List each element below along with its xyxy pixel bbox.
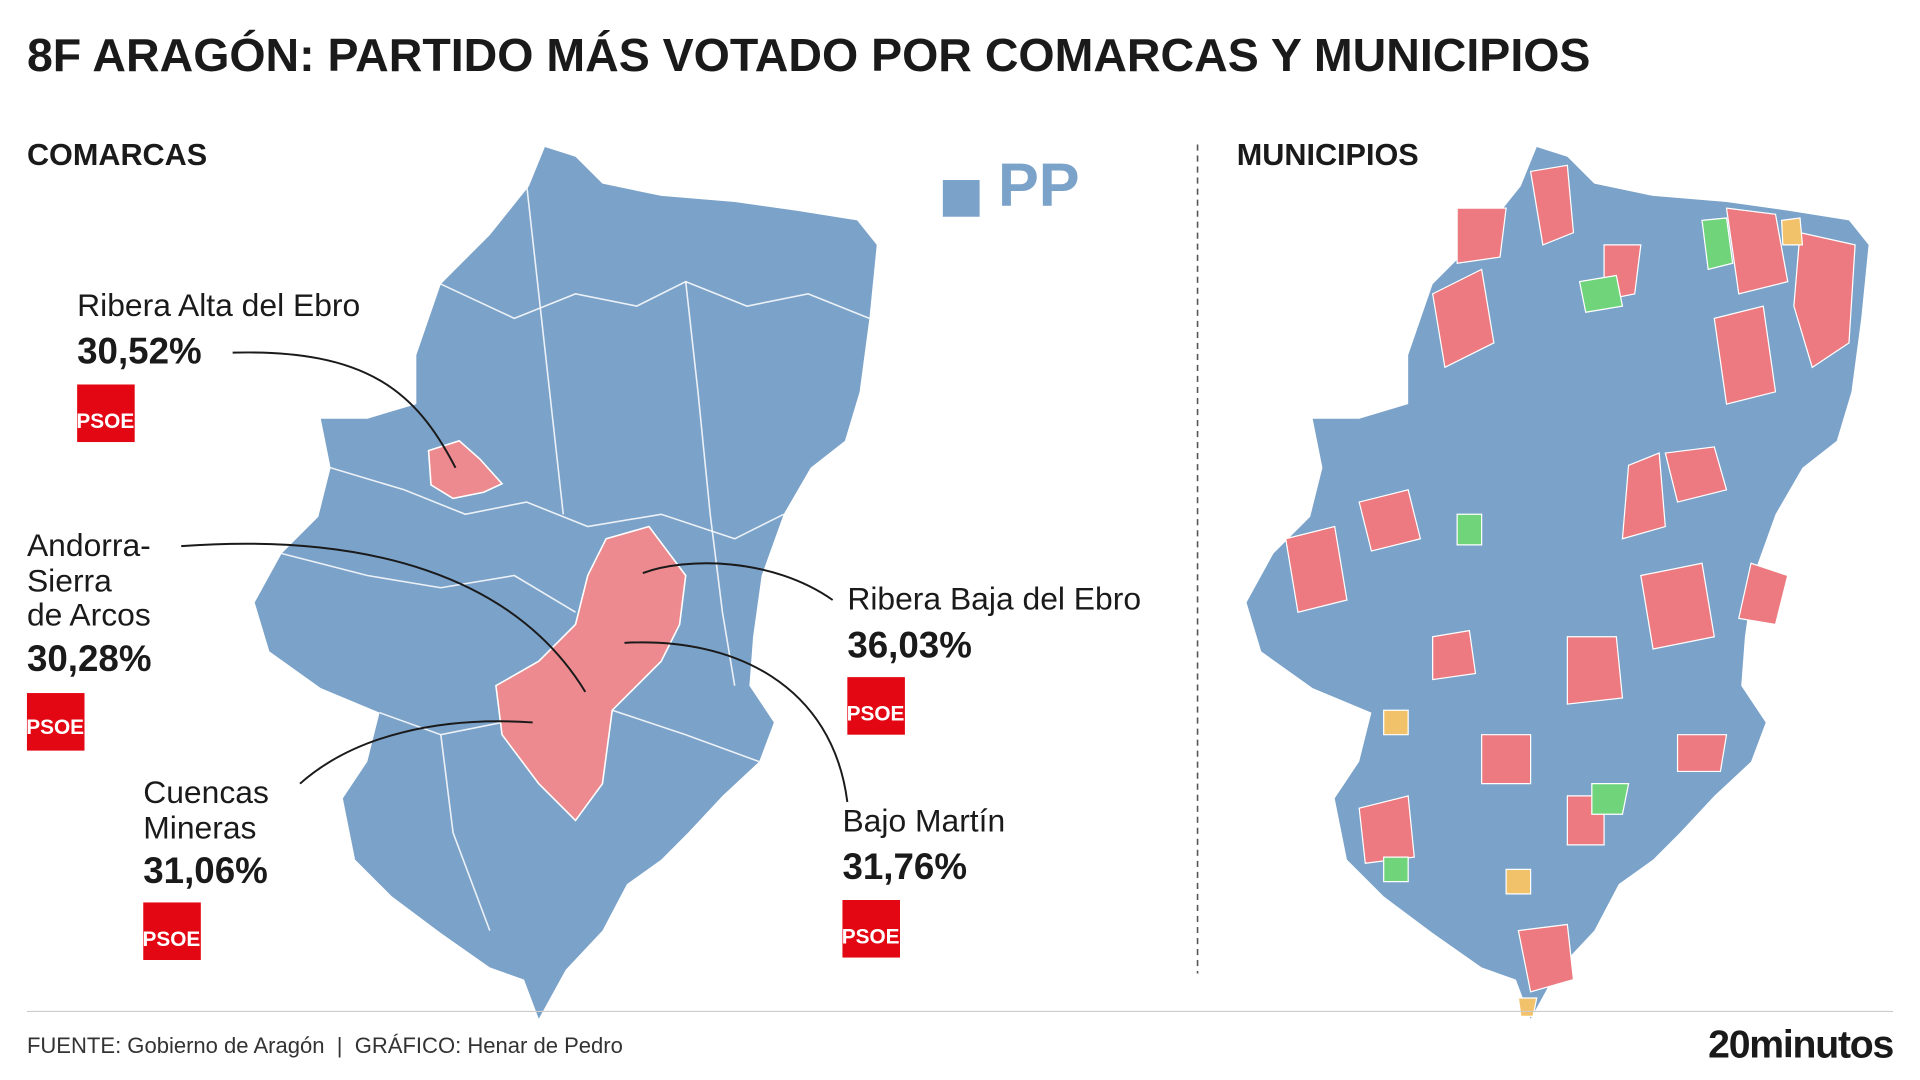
callout: Bajo Martín 31,76% PSOE bbox=[842, 802, 1005, 958]
brand-logo: 20minutos bbox=[1708, 1023, 1893, 1066]
section-heading: COMARCAS bbox=[27, 138, 207, 172]
source-note: FUENTE: Gobierno de Aragón | GRÁFICO: He… bbox=[27, 1033, 623, 1058]
callout-name: Ribera Baja del Ebro bbox=[847, 581, 1141, 617]
party-badge bbox=[77, 384, 135, 443]
callout: Cuencas Mineras 31,06% PSOE bbox=[143, 774, 269, 960]
callout: Ribera Alta del Ebro 30,52% PSOE bbox=[76, 287, 360, 443]
party-badge-label: PSOE bbox=[76, 410, 134, 433]
callout-name: Ribera Alta del Ebro bbox=[77, 287, 360, 323]
party-badge bbox=[847, 677, 905, 735]
region-borders bbox=[281, 183, 870, 931]
region-map bbox=[254, 146, 877, 1019]
callout-percent: 31,76% bbox=[842, 846, 967, 887]
callout-name: Bajo Martín bbox=[842, 802, 1005, 838]
callout-name: Mineras bbox=[143, 810, 256, 846]
callout-name: Cuencas bbox=[143, 774, 269, 810]
party-badge-label: PSOE bbox=[143, 928, 201, 951]
callout-name: Andorra- bbox=[27, 527, 151, 563]
callout-name: de Arcos bbox=[27, 597, 151, 633]
leader-line bbox=[299, 720, 533, 785]
legend-swatch bbox=[942, 180, 980, 217]
callout-percent: 36,03% bbox=[847, 624, 972, 665]
party-badge-label: PSOE bbox=[847, 703, 905, 726]
callout-percent: 30,52% bbox=[77, 331, 202, 372]
legend-label: PP bbox=[998, 151, 1080, 219]
callout: Ribera Baja del Ebro 36,03% PSOE bbox=[847, 581, 1141, 735]
callout-percent: 30,28% bbox=[27, 638, 152, 679]
callout-name: Sierra bbox=[27, 562, 112, 598]
leader-line bbox=[624, 641, 849, 803]
municipality-map bbox=[1246, 146, 1869, 1019]
party-badge bbox=[143, 902, 201, 960]
callout-percent: 31,06% bbox=[143, 850, 268, 891]
title: 8F ARAGÓN: PARTIDO MÁS VOTADO POR COMARC… bbox=[27, 29, 1591, 81]
section-heading: MUNICIPIOS bbox=[1237, 138, 1419, 172]
psoe-region bbox=[495, 525, 687, 822]
psoe-region bbox=[427, 439, 504, 500]
party-badge bbox=[842, 900, 900, 958]
leader-line bbox=[232, 351, 457, 469]
party-badge-label: PSOE bbox=[26, 716, 84, 739]
leader-line bbox=[642, 562, 834, 601]
party-badge-label: PSOE bbox=[842, 925, 900, 948]
leader-line bbox=[181, 542, 587, 693]
callout: Andorra- Sierra de Arcos 30,28% PSOE bbox=[26, 527, 151, 751]
party-badge bbox=[26, 693, 85, 751]
